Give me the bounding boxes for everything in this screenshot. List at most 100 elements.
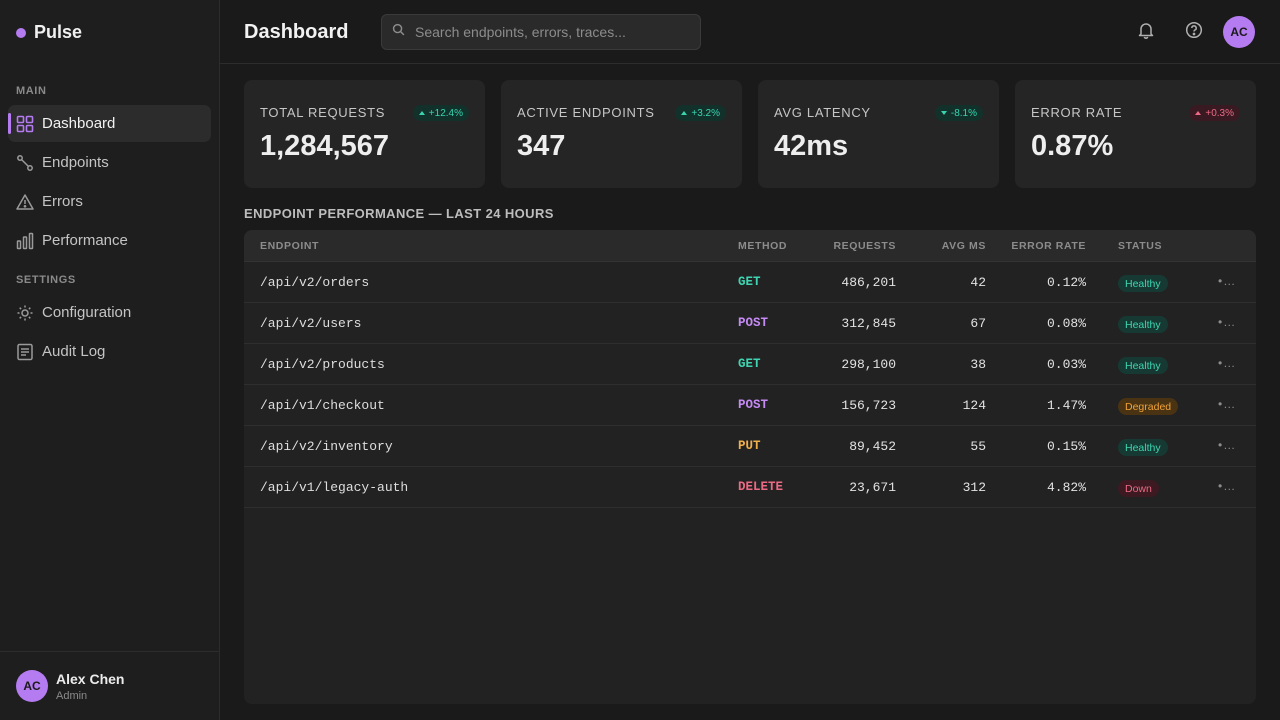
notifications-button[interactable]: [1131, 17, 1161, 47]
http-method: PUT: [738, 439, 761, 453]
trend-value: -8.1%: [950, 107, 977, 119]
request-count: 156,723: [841, 398, 896, 413]
endpoint-table: ENDPOINT METHOD REQUESTS AVG MS ERROR RA…: [244, 230, 1256, 704]
help-icon: [1185, 21, 1203, 44]
search-box[interactable]: [381, 14, 701, 50]
arrow-up-icon: [418, 111, 425, 115]
row-menu-button[interactable]: •…: [1218, 479, 1237, 493]
table-row[interactable]: /api/v2/users POST 312,845 67 0.08% Healthy •…: [244, 303, 1256, 344]
row-menu-button[interactable]: •…: [1218, 438, 1237, 452]
sidebar-item-label: Dashboard: [42, 115, 116, 132]
sidebar-item-audit-log[interactable]: Audit Log: [8, 333, 211, 370]
request-count: 23,671: [849, 480, 896, 495]
trend-value: +0.3%: [1205, 107, 1234, 119]
stat-value: 42ms: [774, 130, 849, 162]
user-name: Alex Chen: [56, 671, 125, 687]
error-rate: 0.15%: [1046, 439, 1086, 454]
avg-latency: 312: [962, 480, 986, 495]
column-header-avg-ms[interactable]: AVG MS: [941, 240, 986, 252]
brand-logo-icon: [16, 27, 26, 38]
sidebar-item-label: Configuration: [42, 304, 132, 321]
http-method: GET: [738, 357, 761, 371]
grid-icon: [16, 115, 34, 133]
error-rate: 4.82%: [1046, 480, 1086, 495]
table-header: ENDPOINT METHOD REQUESTS AVG MS ERROR RA…: [244, 230, 1256, 262]
endpoint-path: /api/v2/orders: [260, 275, 370, 290]
avg-latency: 38: [970, 357, 986, 372]
stat-value: 0.87%: [1031, 130, 1114, 162]
trend-badge: +0.3%: [1189, 105, 1240, 121]
endpoint-path: /api/v2/inventory: [260, 439, 393, 454]
table-section-title: ENDPOINT PERFORMANCE — LAST 24 HOURS: [244, 206, 554, 221]
endpoint-path: /api/v1/checkout: [260, 398, 385, 413]
endpoint-path: /api/v2/users: [260, 316, 362, 331]
row-menu-button[interactable]: •…: [1218, 315, 1237, 329]
error-rate: 0.08%: [1046, 316, 1086, 331]
column-header-endpoint[interactable]: ENDPOINT: [260, 240, 320, 252]
row-menu-button[interactable]: •…: [1218, 397, 1237, 411]
status-badge: Degraded: [1118, 398, 1179, 415]
request-count: 298,100: [841, 357, 896, 372]
column-header-requests[interactable]: REQUESTS: [833, 240, 896, 252]
avatar: AC: [16, 670, 48, 702]
http-method: POST: [738, 398, 769, 412]
column-header-error-rate[interactable]: ERROR RATE: [1011, 240, 1086, 252]
user-profile[interactable]: AC Alex Chen Admin: [0, 651, 219, 720]
table-row[interactable]: /api/v2/products GET 298,100 38 0.03% Healthy…: [244, 344, 1256, 385]
stat-value: 1,284,567: [260, 130, 390, 162]
http-method: DELETE: [738, 480, 784, 494]
http-method: POST: [738, 316, 769, 330]
brand-name: Pulse: [34, 22, 83, 42]
error-rate: 0.12%: [1046, 275, 1086, 290]
gear-icon: [16, 304, 34, 322]
top-header: Dashboard AC: [220, 0, 1280, 64]
bar-chart-icon: [16, 232, 34, 250]
request-count: 312,845: [841, 316, 896, 331]
sidebar-item-errors[interactable]: Errors: [8, 183, 211, 220]
arrow-down-icon: [940, 111, 947, 115]
table-row[interactable]: /api/v2/inventory PUT 89,452 55 0.15% Healthy…: [244, 426, 1256, 467]
row-menu-button[interactable]: •…: [1218, 356, 1237, 370]
avg-latency: 55: [970, 439, 986, 454]
stat-label: ACTIVE ENDPOINTS: [517, 105, 655, 120]
table-row[interactable]: /api/v2/orders GET 486,201 42 0.12% Healthy •…: [244, 262, 1256, 303]
search-input[interactable]: [415, 24, 685, 40]
stat-card-avg-latency: AVG LATENCY -8.1% 42ms: [758, 80, 999, 188]
http-method: GET: [738, 275, 761, 289]
sidebar-item-dashboard[interactable]: Dashboard: [8, 105, 211, 142]
warning-icon: [16, 193, 34, 211]
section-label-main: MAIN: [16, 85, 47, 97]
table-row[interactable]: /api/v1/legacy-auth DELETE 23,671 312 4.82% D…: [244, 467, 1256, 508]
request-count: 486,201: [841, 275, 896, 290]
section-label-settings: SETTINGS: [16, 274, 76, 286]
avg-latency: 124: [962, 398, 986, 413]
trend-value: +12.4%: [428, 107, 463, 119]
trend-badge: +12.4%: [412, 105, 469, 121]
route-icon: [16, 154, 34, 172]
row-menu-button[interactable]: •…: [1218, 274, 1237, 288]
header-avatar[interactable]: AC: [1223, 16, 1255, 48]
sidebar-item-label: Performance: [42, 232, 128, 249]
page-title: Dashboard: [244, 21, 349, 43]
status-badge: Healthy: [1118, 275, 1168, 292]
brand[interactable]: Pulse: [16, 22, 82, 43]
table-row[interactable]: /api/v1/checkout POST 156,723 124 1.47% Degra…: [244, 385, 1256, 426]
stat-label: TOTAL REQUESTS: [260, 105, 386, 120]
sidebar-item-label: Errors: [42, 193, 83, 210]
sidebar-item-configuration[interactable]: Configuration: [8, 294, 211, 331]
arrow-up-icon: [681, 111, 688, 115]
stat-card-error-rate: ERROR RATE +0.3% 0.87%: [1015, 80, 1256, 188]
help-button[interactable]: [1179, 17, 1209, 47]
sidebar-item-performance[interactable]: Performance: [8, 222, 211, 259]
sidebar-item-label: Endpoints: [42, 154, 109, 171]
sidebar-item-label: Audit Log: [42, 343, 106, 360]
status-badge: Down: [1118, 480, 1159, 497]
sidebar-item-endpoints[interactable]: Endpoints: [8, 144, 211, 181]
error-rate: 1.47%: [1046, 398, 1086, 413]
sidebar: Pulse MAIN Dashboard Endpoints Errors Pe…: [0, 0, 220, 720]
column-header-status[interactable]: STATUS: [1118, 240, 1163, 252]
arrow-up-icon: [1195, 111, 1202, 115]
stat-card-active-endpoints: ACTIVE ENDPOINTS +3.2% 347: [501, 80, 742, 188]
column-header-method[interactable]: METHOD: [738, 240, 788, 252]
search-icon: [392, 23, 405, 41]
